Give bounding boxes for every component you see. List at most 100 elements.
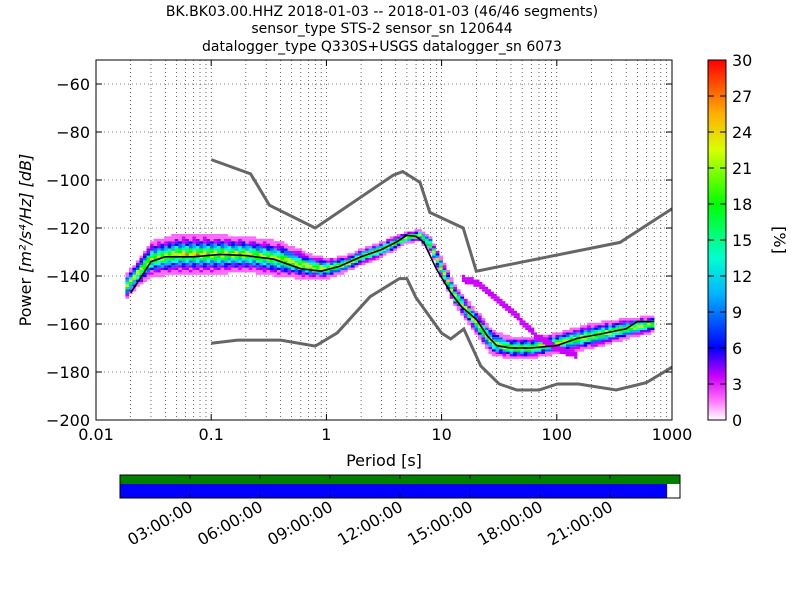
density-cell (421, 243, 426, 246)
density-cell (571, 349, 575, 352)
density-cell (276, 265, 281, 268)
density-cell (464, 282, 468, 285)
density-cell (143, 265, 147, 268)
density-cell (604, 330, 609, 333)
density-cell (509, 356, 514, 359)
density-cell (379, 243, 384, 246)
density-cell (484, 322, 489, 326)
density-cell (294, 277, 299, 280)
density-cell (618, 320, 623, 323)
density-cell (442, 267, 447, 270)
density-cell (633, 330, 637, 333)
density-cell (492, 332, 496, 335)
density-cell (615, 320, 620, 323)
density-cell (202, 272, 207, 275)
density-cell (379, 255, 384, 258)
density-cell (351, 265, 355, 268)
density-cell (435, 253, 440, 256)
density-cell (417, 234, 422, 237)
density-cell (255, 258, 260, 261)
density-cell (544, 349, 549, 352)
density-cell (217, 246, 221, 249)
density-cell (326, 258, 331, 261)
density-cell (435, 250, 440, 254)
density-cell (389, 238, 394, 242)
density-cell (528, 330, 532, 333)
density-cell (386, 243, 391, 246)
density-cell (252, 246, 257, 249)
density-cell (467, 315, 472, 318)
density-cell (604, 320, 609, 323)
density-cell (400, 238, 405, 242)
density-cell (213, 246, 218, 249)
density-cell (224, 246, 228, 249)
density-cell (174, 243, 179, 246)
density-cell (164, 262, 169, 266)
density-cell (622, 320, 627, 323)
density-cell (227, 265, 232, 268)
density-cell (361, 258, 366, 261)
density-cell (542, 337, 546, 340)
density-cell (492, 346, 496, 350)
density-cell (505, 306, 509, 309)
density-cell (248, 236, 253, 239)
density-cell (580, 349, 584, 352)
density-cell (396, 234, 401, 237)
density-cell (618, 337, 623, 340)
density-cell (178, 258, 183, 261)
density-cell (291, 253, 295, 256)
density-cell (463, 318, 468, 321)
density-cell (255, 248, 260, 251)
density-cell (291, 272, 295, 275)
density-cell (477, 320, 482, 323)
density-cell (340, 272, 345, 275)
density-cell (188, 270, 193, 273)
density-cell (238, 243, 243, 246)
density-cell (537, 344, 542, 347)
density-cell (365, 248, 369, 251)
density-cell (146, 262, 151, 266)
density-cell (414, 229, 419, 232)
density-cell (393, 238, 398, 242)
density-cell (594, 342, 599, 345)
density-cell (301, 253, 306, 256)
density-cell (273, 241, 278, 244)
density-cell (294, 267, 299, 270)
density-cell (174, 272, 179, 275)
density-cell (217, 255, 221, 258)
density-cell (432, 255, 436, 258)
density-cell (231, 265, 235, 268)
density-cell (329, 270, 334, 273)
density-cell (252, 253, 257, 256)
density-cell (393, 236, 398, 239)
density-cell (312, 265, 317, 268)
density-cell (647, 325, 651, 328)
density-cell (227, 258, 232, 261)
density-cell (499, 354, 503, 357)
density-cell (167, 241, 172, 244)
density-cell (227, 250, 232, 254)
density-cell (601, 339, 606, 342)
density-cell (224, 258, 228, 261)
density-cell (435, 262, 440, 266)
density-cell (128, 272, 133, 275)
density-cell (125, 291, 130, 294)
density-cell (446, 277, 451, 280)
density-cell (185, 241, 190, 244)
density-cell (262, 262, 267, 266)
density-cell (347, 253, 352, 256)
density-cell (269, 253, 274, 256)
density-cell (513, 351, 517, 354)
density-cell (428, 236, 433, 239)
density-cell (150, 262, 154, 266)
density-cell (262, 258, 267, 261)
density-cell (608, 334, 613, 338)
density-cell (329, 258, 334, 261)
density-cell (157, 270, 161, 273)
density-cell (534, 356, 539, 359)
density-cell (530, 339, 535, 342)
density-cell (287, 260, 292, 263)
density-cell (590, 344, 595, 347)
density-cell (435, 265, 440, 268)
density-cell (312, 258, 317, 261)
